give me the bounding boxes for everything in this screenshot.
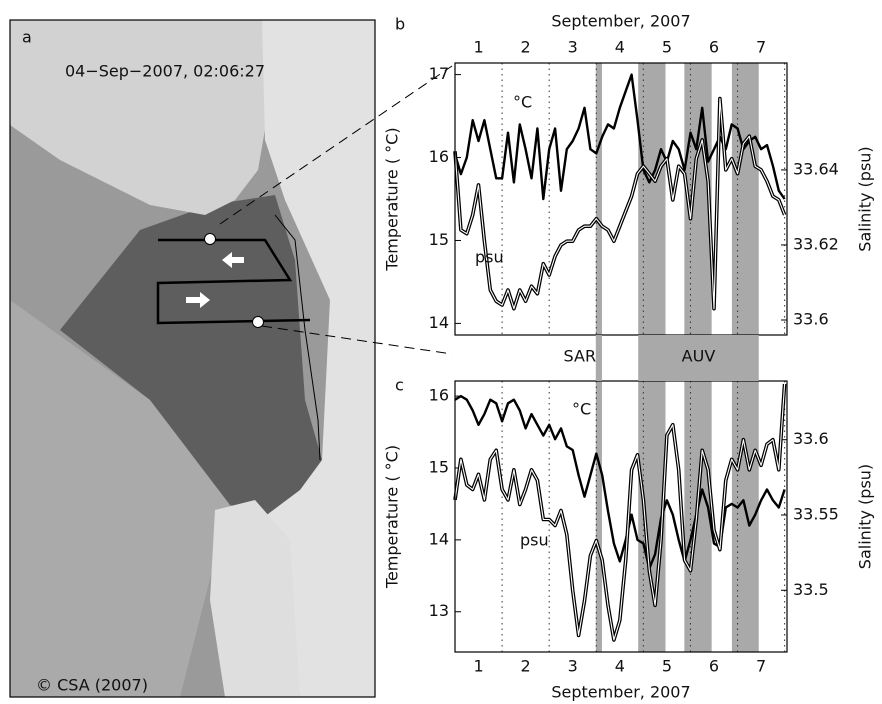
- y-tick-label: 14: [429, 529, 449, 548]
- y-tick-label: 13: [429, 601, 449, 620]
- x-tick-label: 3: [568, 657, 578, 676]
- temperature-line: [453, 73, 786, 201]
- y2-axis-label: Salinity (psu): [856, 464, 875, 569]
- x-tick-label: 1: [473, 657, 483, 676]
- x-tick-label: 2: [521, 38, 531, 57]
- event-band: [595, 381, 602, 652]
- y2-tick-label: 33.5: [793, 580, 829, 599]
- panel-label: a: [22, 28, 32, 47]
- y-tick-label: 15: [429, 230, 449, 249]
- x-axis-label: September, 2007: [551, 12, 690, 31]
- land-north: [10, 20, 270, 215]
- y-tick-label: 14: [429, 313, 449, 332]
- series-label: °C: [572, 400, 591, 419]
- track-point: [252, 316, 264, 328]
- y-tick-label: 16: [429, 147, 449, 166]
- image-frame: [9, 19, 376, 698]
- salinity-line-inner: [454, 383, 786, 641]
- x-tick-label: 5: [662, 657, 672, 676]
- event-band: [595, 63, 602, 335]
- timestamp: 04−Sep−2007, 02:06:27: [65, 62, 265, 81]
- x-tick-label: 4: [615, 38, 625, 57]
- event-label: AUV: [682, 347, 716, 366]
- panel-label: b: [395, 15, 405, 34]
- event-band-gap: [595, 335, 602, 381]
- panel-label: c: [395, 376, 404, 395]
- y2-axis-label: Salinity (psu): [856, 146, 875, 251]
- coastline: [274, 214, 321, 461]
- x-tick-label: 7: [756, 657, 766, 676]
- y2-tick-label: 33.64: [793, 159, 839, 178]
- y2-tick-label: 33.6: [793, 429, 829, 448]
- land-east: [260, 20, 375, 697]
- x-axis-label: September, 2007: [551, 683, 690, 702]
- land-south: [210, 500, 300, 697]
- event-label: SAR: [564, 347, 597, 366]
- y-tick-label: 15: [429, 457, 449, 476]
- plot-frame: [454, 62, 788, 336]
- credit: © CSA (2007): [36, 676, 148, 695]
- series-label: °C: [513, 93, 532, 112]
- direction-arrow: [186, 292, 210, 308]
- event-band: [731, 63, 759, 335]
- y-tick-label: 17: [429, 64, 449, 83]
- y2-tick-label: 33.6: [793, 309, 829, 328]
- temperature-line: [454, 394, 786, 570]
- series-label: psu: [520, 531, 549, 550]
- sea-bright: [10, 300, 230, 697]
- sea-dark: [60, 195, 322, 520]
- auv-track: [156, 238, 311, 325]
- x-tick-label: 6: [709, 657, 719, 676]
- y-axis-label: Temperature ( °C): [383, 127, 402, 271]
- event-band-gap: [638, 335, 759, 381]
- salinity-line-inner: [454, 98, 786, 310]
- x-tick-label: 1: [473, 38, 483, 57]
- x-tick-label: 6: [709, 38, 719, 57]
- sar-image: a 04−Sep−2007, 02:06:27 © CSA (2007): [9, 19, 376, 698]
- y-axis-label: Temperature ( °C): [383, 445, 402, 589]
- series-label: psu: [475, 248, 504, 267]
- track-point: [204, 233, 216, 245]
- x-tick-label: 5: [662, 38, 672, 57]
- x-tick-label: 2: [521, 657, 531, 676]
- x-tick-label: 7: [756, 38, 766, 57]
- event-band: [638, 63, 666, 335]
- direction-arrow: [222, 252, 244, 268]
- plot-frame: [454, 380, 788, 653]
- zoom-line: [219, 65, 453, 225]
- y-tick-label: 16: [429, 386, 449, 405]
- y2-tick-label: 33.62: [793, 234, 839, 253]
- x-tick-label: 4: [615, 657, 625, 676]
- y2-tick-label: 33.55: [793, 504, 839, 523]
- zoom-line: [261, 325, 453, 355]
- x-tick-label: 3: [568, 38, 578, 57]
